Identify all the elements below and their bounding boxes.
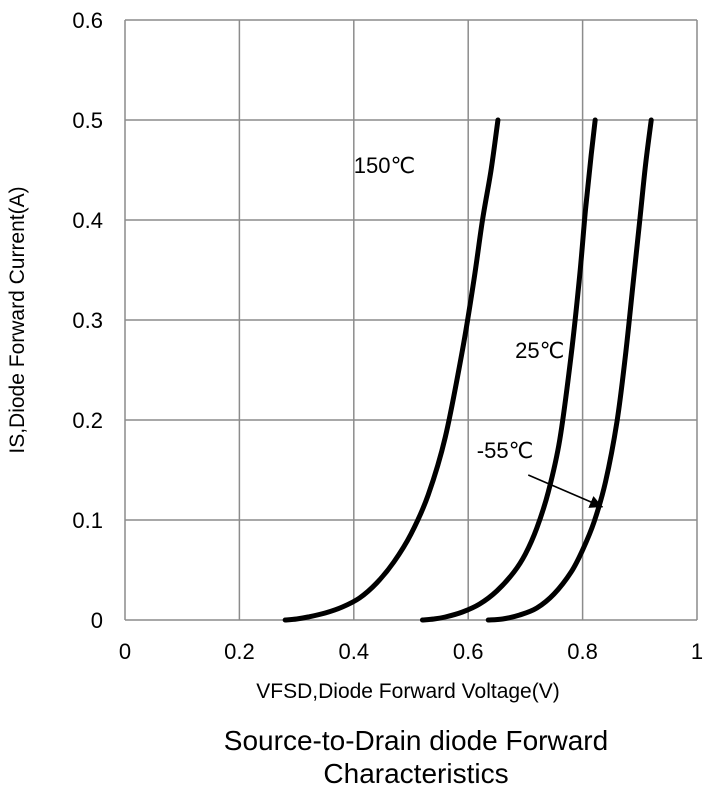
annotation-group [527, 474, 603, 508]
annotation-arrow-0 [527, 474, 603, 508]
x-axis-title: VFSD,Diode Forward Voltage(V) [256, 680, 559, 703]
grid-lines [124, 19, 698, 621]
y-tick-labels: 0 0.1 0.2 0.3 0.4 0.5 0.6 [72, 8, 103, 633]
series-label-minus55c: -55℃ [477, 438, 534, 463]
series-label-25c: 25℃ [515, 338, 564, 363]
x-tick-label-0: 0 [119, 639, 131, 664]
y-tick-label-4: 0.4 [72, 208, 103, 233]
series-line-25c [419, 117, 598, 623]
series-line-150c [282, 117, 501, 623]
series-group: 150℃ 25℃ -55℃ [282, 117, 654, 623]
y-tick-label-1: 0.1 [72, 508, 103, 533]
y-tick-label-3: 0.3 [72, 308, 103, 333]
x-tick-label-4: 0.8 [567, 639, 598, 664]
chart-caption-line-1: Source-to-Drain diode Forward [224, 725, 608, 756]
x-tick-labels: 0 0.2 0.4 0.6 0.8 1 [119, 639, 703, 664]
y-tick-label-2: 0.2 [72, 408, 103, 433]
x-tick-label-5: 1 [691, 639, 703, 664]
x-tick-label-2: 0.4 [339, 639, 370, 664]
series-line-minus55c [485, 117, 654, 623]
y-tick-label-6: 0.6 [72, 8, 103, 33]
series-label-150c: 150℃ [354, 153, 415, 178]
y-tick-label-0: 0 [91, 608, 103, 633]
x-tick-label-1: 0.2 [224, 639, 255, 664]
y-tick-label-5: 0.5 [72, 108, 103, 133]
y-axis-title: IS,Diode Forward Current(A) [6, 186, 29, 453]
chart-caption-line-2: Characteristics [323, 758, 508, 789]
x-tick-label-3: 0.6 [453, 639, 484, 664]
